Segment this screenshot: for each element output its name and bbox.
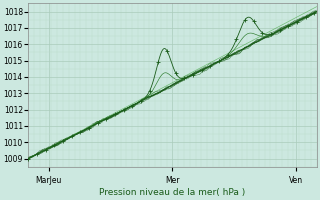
X-axis label: Pression niveau de la mer( hPa ): Pression niveau de la mer( hPa ): [99, 188, 245, 197]
